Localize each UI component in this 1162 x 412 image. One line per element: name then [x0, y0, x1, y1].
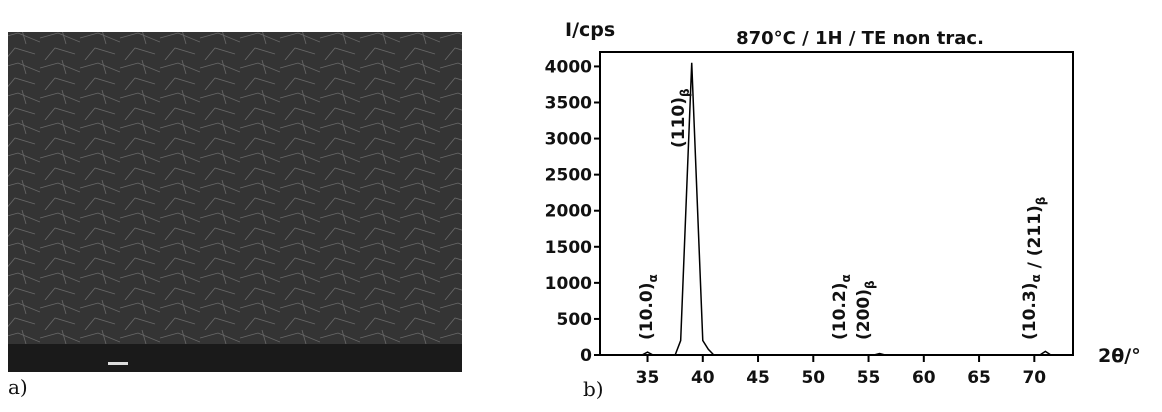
annotation-text: (10.0): [637, 283, 657, 340]
sem-image: [8, 32, 462, 372]
x-tick-label: 50: [801, 368, 825, 388]
x-tick-label: 45: [746, 368, 770, 388]
annotation-text: (10.3): [1020, 283, 1040, 340]
y-tick-label: 2000: [545, 202, 592, 222]
panel-label: b): [583, 377, 604, 401]
annotation-text: (200): [854, 289, 874, 340]
y-tick-label: 2500: [545, 166, 592, 186]
annotation-text: (110): [669, 97, 689, 148]
x-tick-label: 55: [857, 368, 881, 388]
y-tick-label: 3000: [545, 130, 592, 150]
annotation-sub: α: [839, 274, 853, 282]
y-axis-label: I/cps: [565, 19, 615, 41]
y-tick-label: 0: [580, 346, 592, 366]
y-tick-label: 1500: [545, 238, 592, 258]
peak-annotation: (110)β: [669, 88, 692, 148]
annotation-sub: β: [863, 280, 877, 289]
y-tick-label: 3500: [545, 94, 592, 114]
peak-annotation: (200)β: [854, 280, 877, 340]
annotation-sub: β: [678, 88, 692, 97]
annotation-sub: α: [646, 274, 660, 282]
y-tick-label: 4000: [545, 57, 592, 77]
panel-label: a): [8, 375, 28, 399]
annotation-text: / (211): [1025, 205, 1045, 274]
x-tick-label: 60: [912, 368, 936, 388]
peak-annotation: (10.3)α / (211)β: [1020, 196, 1048, 340]
x-axis-label: 2θ/°: [1098, 345, 1141, 367]
x-tick-label: 40: [691, 368, 715, 388]
x-tick-label: 70: [1022, 368, 1046, 388]
chart-title: 870°C / 1H / TE non trac.: [736, 28, 984, 49]
x-tick-label: 35: [636, 368, 660, 388]
peak-annotation: (10.0)α: [637, 274, 660, 340]
annotation-sub: α: [1029, 274, 1043, 282]
y-tick-label: 500: [557, 310, 593, 330]
peak-annotation: (10.2)α: [830, 274, 853, 340]
x-tick-label: 65: [967, 368, 991, 388]
annotation-text: (10.2): [830, 283, 850, 340]
annotation-sub: β: [1034, 196, 1048, 205]
y-tick-label: 1000: [545, 274, 592, 294]
data-line: [603, 62, 1068, 356]
